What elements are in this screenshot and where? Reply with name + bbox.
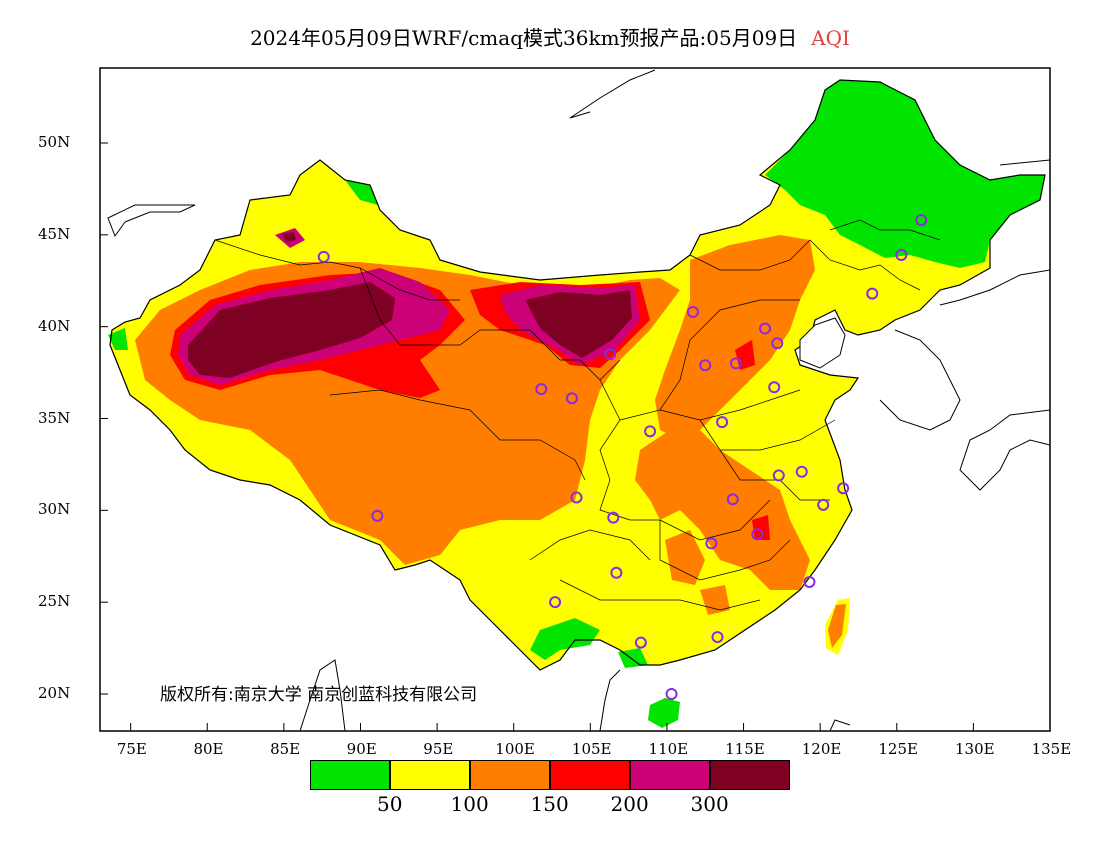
hazardous-zone-alashan [525,290,632,358]
legend-label: 50 [377,792,403,816]
y-tick-label: 20N [38,684,71,702]
monitor-site-marker [915,214,928,227]
x-tick-label: 110E [648,740,689,758]
monitor-site-marker [604,348,617,361]
map-frame [99,67,1051,732]
monitor-site-marker [317,250,330,263]
x-tick-label: 85E [270,740,301,758]
legend-swatch [470,760,550,790]
y-tick-label: 35N [38,408,71,427]
altai-good-zone [345,180,378,205]
monitor-site-marker [705,537,718,550]
bohai-sea [799,317,846,369]
x-tick-label: 80E [193,740,224,758]
monitor-site-marker [686,305,699,318]
y-tick-label: 45N [38,224,71,243]
monitor-site-marker [866,287,879,300]
monitor-site-marker [634,636,647,649]
monitor-site-marker [570,491,583,504]
moderate-zone-hunan [665,530,705,585]
legend-swatch [310,760,390,790]
monitor-site-marker [565,392,578,405]
monitor-sites [317,214,928,700]
legend-swatch [630,760,710,790]
monitor-site-marker [771,337,784,350]
hazardous-zone-dzungaria [282,232,296,242]
guangxi-good-zone [618,648,648,668]
monitor-site-marker [837,482,850,495]
monitor-site-marker [607,511,620,524]
northeast-good-zone [765,80,1045,268]
x-tick-label: 100E [495,740,535,758]
x-tick-label: 90E [346,740,377,758]
axis-ticks [100,142,1051,731]
monitor-site-marker [371,509,384,522]
monitor-site-marker [549,596,562,609]
neighbour-coastlines [107,69,1050,731]
legend-label: 200 [610,792,649,816]
x-tick-label: 135E [1031,740,1072,758]
map-title: 2024年05月09日WRF/cmaq模式36km预报产品:05月09日 AQI [0,22,1100,51]
monitor-site-marker [759,322,771,335]
monitor-site-marker [699,359,712,372]
y-tick-label: 25N [38,592,71,611]
monitor-site-marker [895,249,908,262]
monitor-site-marker [772,469,785,482]
x-tick-label: 120E [801,740,842,758]
moderate-zone-north-china [655,235,815,440]
monitor-site-marker [795,465,808,478]
hainan-island [648,698,680,728]
variable-label: AQI [811,26,850,50]
legend-label: 100 [450,792,489,816]
monitor-site-marker [535,383,548,396]
monitor-site-marker [729,357,742,370]
unhealthy-zone-jiangxi [752,515,770,540]
legend-swatch [550,760,630,790]
legend-swatch [710,760,790,790]
x-tick-label: 130E [954,740,995,758]
taiwan-moderate [828,604,846,648]
monitor-site-marker [711,631,724,644]
tibet-edge-good [108,328,128,350]
x-tick-label: 75E [116,740,147,758]
legend-label: 150 [530,792,569,816]
hazardous-zone-tarim [188,282,395,378]
south-good-zone [530,618,600,660]
y-tick-label: 50N [38,133,71,151]
y-tick-label: 30N [38,500,71,519]
x-tick-label: 105E [571,740,612,758]
monitor-site-marker [726,493,739,506]
monitor-site-marker [644,425,657,438]
moderate-zone-xiang [700,585,730,615]
legend-swatch [390,760,470,790]
monitor-site-marker [817,498,830,511]
monitor-site-marker [665,688,678,700]
y-tick-label: 40N [38,316,71,335]
x-tick-label: 115E [725,740,765,758]
x-tick-label: 125E [878,740,918,758]
product-title: 2024年05月09日WRF/cmaq模式36km预报产品:05月09日 [250,26,798,50]
moderate-zone-central [635,430,810,590]
country-border [109,79,1046,671]
monitor-site-marker [803,575,816,588]
monitor-site-marker [751,528,764,541]
x-tick-label: 95E [423,740,454,758]
monitor-site-marker [768,381,781,394]
monitor-site-marker [716,416,729,429]
copyright-notice: 版权所有:南京大学 南京创蓝科技有限公司 [160,685,478,705]
monitor-site-marker [610,566,623,579]
legend-label: 300 [690,792,729,816]
